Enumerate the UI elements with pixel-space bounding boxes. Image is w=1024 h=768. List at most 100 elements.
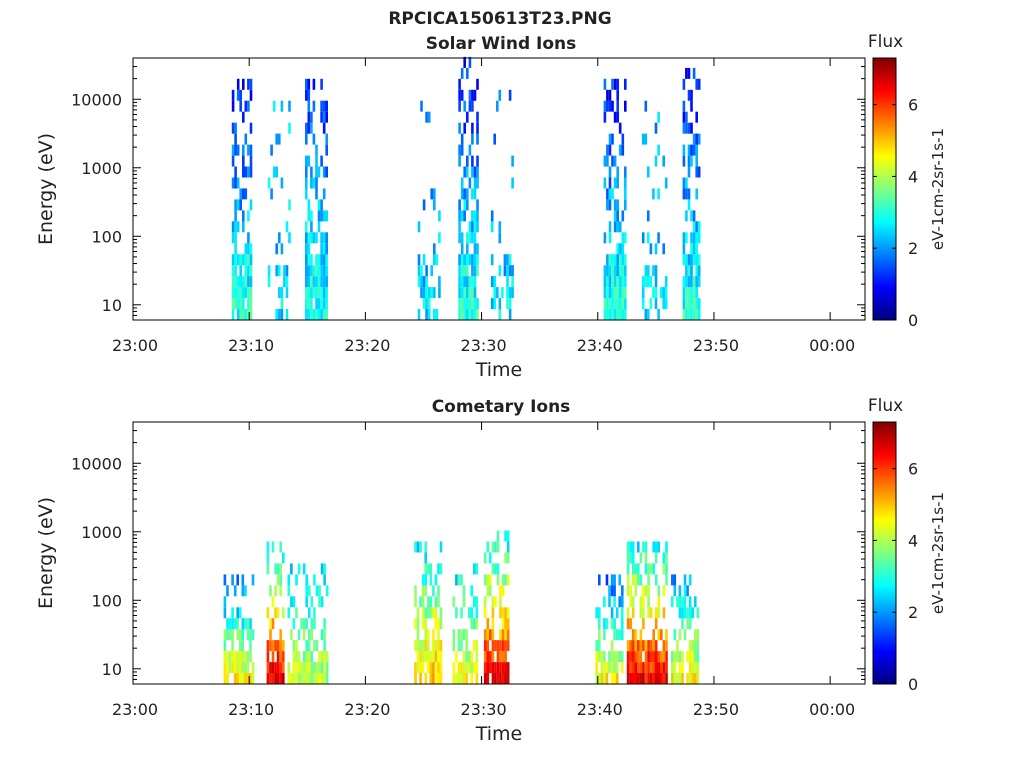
- flux-cell: [427, 629, 430, 641]
- flux-cell: [621, 133, 625, 145]
- flux-cell: [642, 541, 645, 553]
- flux-cell: [687, 155, 691, 167]
- flux-cell: [275, 265, 278, 277]
- flux-cell: [624, 188, 627, 200]
- flux-cell: [241, 662, 245, 674]
- flux-cell: [439, 563, 443, 575]
- flux-cell: [676, 651, 679, 663]
- flux-cell: [657, 629, 661, 641]
- flux-cell: [637, 673, 640, 684]
- flux-cell: [463, 188, 466, 200]
- flux-cell: [300, 673, 303, 684]
- y-tick-label: 1000: [81, 523, 122, 542]
- flux-cell: [493, 298, 496, 310]
- flux-cell: [427, 309, 431, 320]
- flux-cell: [616, 265, 619, 277]
- flux-cell: [606, 309, 609, 320]
- flux-cell: [508, 309, 512, 320]
- flux-cell: [694, 662, 697, 674]
- flux-cell: [241, 618, 245, 630]
- flux-cell: [241, 629, 245, 641]
- flux-cell: [288, 199, 291, 211]
- flux-cell: [692, 298, 696, 310]
- flux-cell: [242, 221, 245, 233]
- flux-cell: [455, 673, 458, 684]
- flux-cell: [463, 309, 466, 320]
- flux-cell: [226, 629, 229, 641]
- y-axis-label: Energy (eV): [35, 497, 57, 609]
- flux-cell: [437, 629, 440, 641]
- flux-cell: [483, 640, 487, 652]
- flux-cell: [644, 673, 648, 684]
- flux-cell: [279, 651, 282, 663]
- flux-cell: [662, 563, 666, 575]
- flux-cell: [682, 100, 686, 112]
- flux-cell: [236, 662, 239, 674]
- flux-cell: [610, 662, 614, 674]
- flux-cell: [692, 210, 696, 222]
- flux-cell: [490, 221, 494, 233]
- flux-cell: [315, 188, 318, 200]
- flux-cell: [305, 166, 308, 178]
- flux-cell: [239, 199, 242, 211]
- flux-cell: [430, 265, 433, 277]
- flux-cell: [242, 309, 245, 320]
- colorbar-tick-label: 2: [908, 603, 918, 622]
- flux-cell: [618, 254, 622, 266]
- flux-cell: [624, 265, 627, 277]
- flux-cell: [657, 232, 660, 244]
- flux-cell: [664, 298, 668, 310]
- flux-cell: [673, 673, 677, 684]
- flux-cell: [420, 265, 423, 277]
- flux-cell: [279, 662, 282, 674]
- flux-cell: [430, 287, 433, 299]
- flux-cell: [631, 541, 635, 553]
- flux-cell: [276, 651, 280, 663]
- flux-cell: [685, 265, 688, 277]
- flux-cell: [688, 640, 692, 652]
- flux-cell: [657, 585, 661, 597]
- flux-cell: [654, 541, 658, 553]
- flux-cell: [616, 309, 619, 320]
- flux-cell: [282, 607, 285, 619]
- flux-cell: [608, 254, 612, 266]
- flux-cell: [279, 541, 282, 553]
- flux-cell: [460, 607, 463, 619]
- flux-cell: [305, 265, 308, 277]
- flux-cell: [662, 651, 666, 663]
- flux-cell: [231, 177, 235, 189]
- flux-cell: [276, 563, 280, 575]
- flux-cell: [318, 662, 321, 674]
- flux-cell: [476, 199, 479, 211]
- flux-cell: [313, 607, 316, 619]
- flux-cell: [460, 254, 464, 266]
- flux-cell: [429, 574, 433, 586]
- flux-cell: [310, 177, 313, 189]
- flux-cell: [506, 607, 510, 619]
- flux-cell: [611, 298, 614, 310]
- flux-cell: [305, 585, 308, 597]
- flux-cell: [613, 596, 616, 608]
- flux-cell: [606, 276, 609, 288]
- flux-cell: [460, 188, 464, 200]
- flux-cell: [483, 651, 487, 663]
- flux-cell: [676, 673, 679, 684]
- flux-cell: [322, 298, 326, 310]
- flux-cell: [457, 640, 461, 652]
- flux-cell: [269, 629, 272, 641]
- flux-cell: [682, 232, 686, 244]
- flux-cell: [320, 155, 323, 167]
- flux-cell: [249, 155, 253, 167]
- flux-cell: [642, 596, 645, 608]
- x-tick-label: 23:50: [693, 700, 739, 719]
- flux-cell: [325, 254, 328, 266]
- flux-cell: [437, 563, 440, 575]
- flux-cell: [470, 662, 473, 674]
- flux-cell: [470, 673, 473, 684]
- flux-cell: [422, 276, 426, 288]
- flux-cell: [644, 100, 648, 112]
- flux-cell: [462, 651, 466, 663]
- flux-cell: [424, 585, 427, 597]
- colorbar-label: eV-1cm-2sr-1s-1: [929, 128, 947, 250]
- flux-cell: [239, 640, 242, 652]
